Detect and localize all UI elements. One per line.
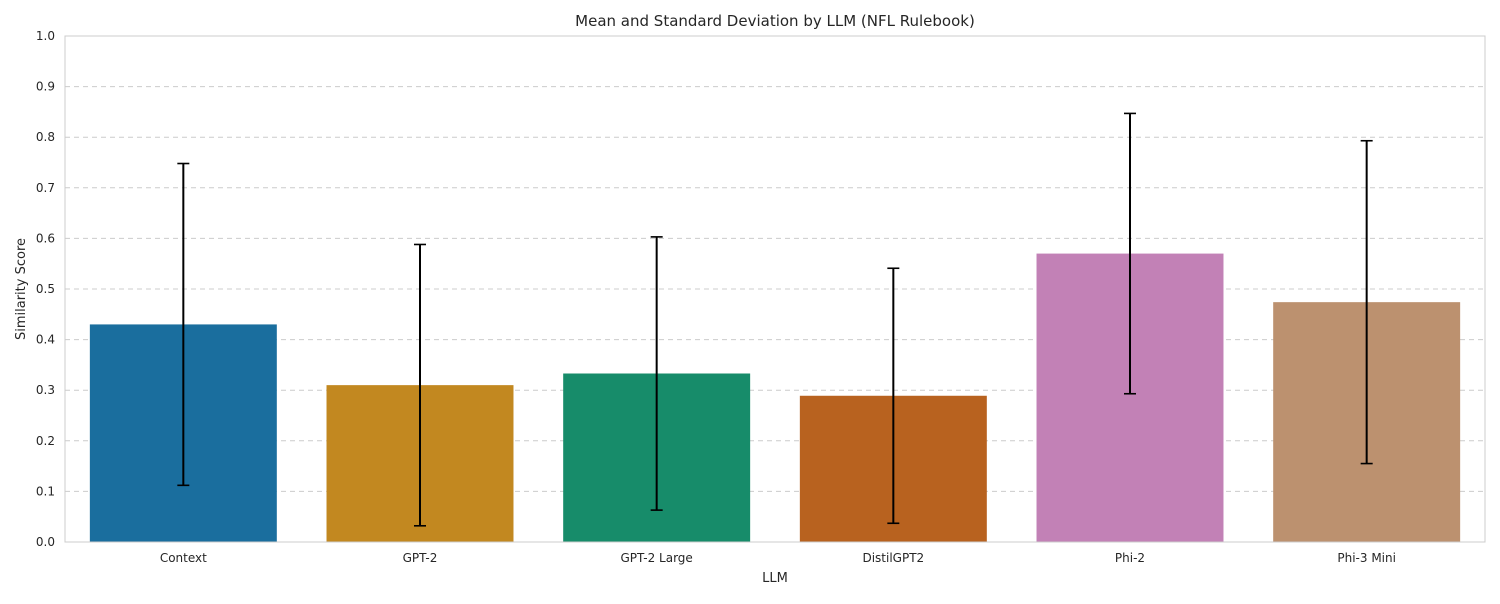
error-bars (177, 112, 1373, 527)
y-tick-labels: 0.0 0.1 0.2 0.3 0.4 0.5 0.6 0.7 0.8 0.9 1.0 (36, 29, 55, 549)
x-tick-label: Context (160, 551, 207, 565)
grid-lines (65, 86, 1485, 492)
y-tick-label: 0.9 (36, 80, 55, 94)
y-tick-label: 0.4 (36, 333, 55, 347)
y-tick-label: 0.3 (36, 383, 55, 397)
x-tick-label: GPT-2 (403, 551, 438, 565)
x-axis-label: LLM (762, 571, 788, 586)
error-bar (887, 267, 900, 525)
error-bar (650, 236, 663, 511)
x-tick-label: Phi-2 (1115, 551, 1145, 565)
y-axis-label: Similarity Score (14, 238, 29, 340)
error-bar (414, 243, 426, 527)
error-bar (177, 162, 190, 487)
y-tick-label: 0.1 (36, 484, 55, 498)
y-tick-label: 0.6 (36, 231, 55, 245)
bars (89, 253, 1461, 542)
plot-frame (64, 35, 1486, 543)
y-tick-label: 0.0 (36, 535, 55, 549)
chart-title: Mean and Standard Deviation by LLM (NFL … (575, 12, 975, 30)
x-tick-label: Phi-3 Mini (1337, 551, 1396, 565)
x-tick-label: DistilGPT2 (862, 551, 924, 565)
y-tick-label: 0.7 (36, 181, 55, 195)
error-bar (1360, 139, 1373, 465)
x-tick-label: GPT-2 Large (621, 551, 693, 565)
y-tick-label: 0.2 (36, 434, 55, 448)
y-tick-label: 1.0 (36, 29, 55, 43)
y-tick-label: 0.8 (36, 130, 55, 144)
error-bar (1124, 112, 1136, 395)
y-tick-label: 0.5 (36, 282, 55, 296)
x-tick-labels: Context GPT-2 GPT-2 Large DistilGPT2 Phi-2 Ph… (160, 551, 1396, 565)
